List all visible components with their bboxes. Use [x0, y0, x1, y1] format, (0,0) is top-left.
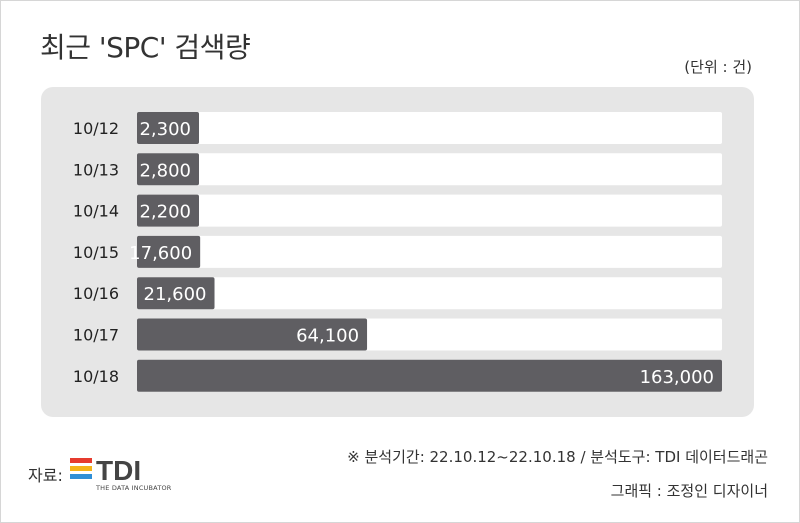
bar-value-label: 2,200 [139, 202, 191, 223]
category-label: 10/17 [73, 326, 119, 345]
category-label: 10/18 [73, 367, 119, 386]
bar-track [137, 112, 722, 144]
bar-value-label: 2,300 [139, 119, 191, 140]
bar-track [137, 153, 722, 185]
category-label: 10/13 [73, 160, 119, 179]
bar-value-label: 163,000 [640, 367, 714, 388]
bar-track [137, 236, 722, 268]
bar-track [137, 195, 722, 227]
bar-value-label: 17,600 [129, 243, 192, 264]
bar-value-label: 64,100 [296, 326, 359, 347]
graphic-credit: 그래픽 : 조정인 디자이너 [0, 480, 768, 501]
category-label: 10/14 [73, 202, 119, 221]
bar-value-label: 21,600 [144, 284, 207, 305]
category-label: 10/16 [73, 284, 119, 303]
analysis-period-note: ※ 분석기간: 22.10.12~22.10.18 / 분석도구: TDI 데이… [0, 446, 768, 467]
bar-value-label: 2,800 [139, 160, 191, 181]
bar-track [137, 277, 722, 309]
category-label: 10/12 [73, 119, 119, 138]
category-label: 10/15 [73, 243, 119, 262]
bar [137, 360, 722, 392]
